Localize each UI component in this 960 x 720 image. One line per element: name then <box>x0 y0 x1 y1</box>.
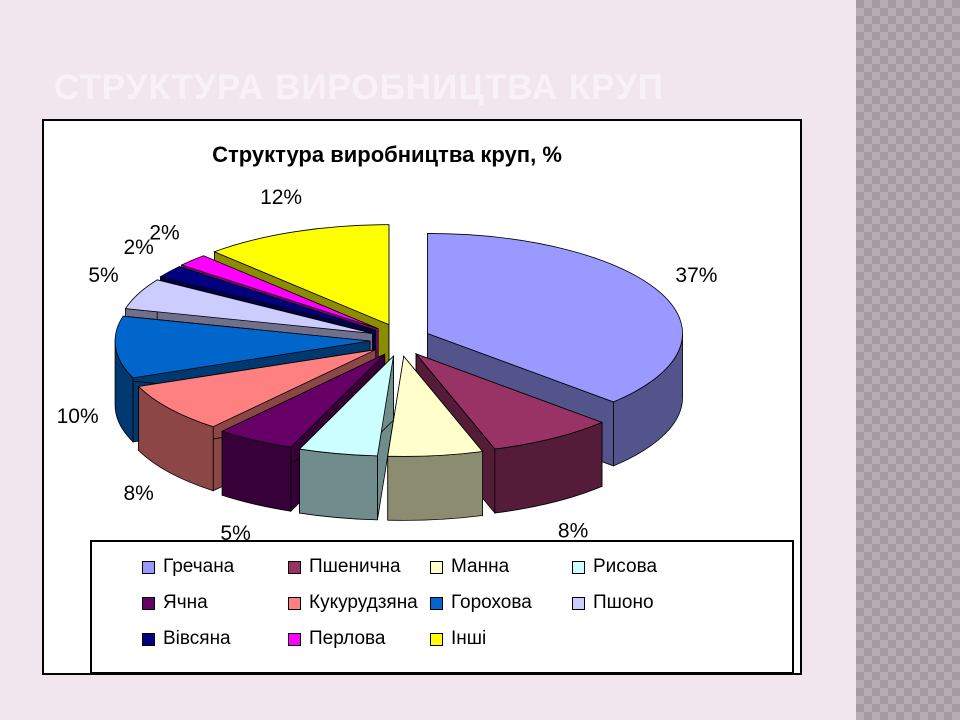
data-label-інші: 12% <box>260 186 302 209</box>
legend-swatch <box>430 596 443 610</box>
legend-item-рисова: Рисова <box>572 556 657 578</box>
legend-label: Гречана <box>163 556 235 577</box>
legend-label: Рисова <box>593 556 658 577</box>
legend-swatch <box>142 560 155 574</box>
data-label-вівсяна: 2% <box>124 236 154 259</box>
legend-label: Манна <box>451 556 510 577</box>
legend-swatch <box>142 596 155 610</box>
decorative-side-strip <box>856 0 960 720</box>
data-label-пшенична: 8% <box>558 520 588 543</box>
legend-item-інші: Інші <box>430 628 486 650</box>
pie-slice-рисова <box>298 354 395 521</box>
data-label-ячна: 5% <box>220 522 250 545</box>
legend-swatch <box>572 596 585 610</box>
legend-item-манна: Манна <box>430 556 509 578</box>
legend-swatch <box>288 632 301 646</box>
legend-swatch <box>288 560 301 574</box>
legend-swatch <box>430 632 443 646</box>
data-label-кукурудзяна: 8% <box>124 482 154 505</box>
legend-label: Пшоно <box>593 592 654 613</box>
legend-item-перлова: Перлова <box>288 628 385 650</box>
legend-item-пшоно: Пшоно <box>572 592 654 614</box>
pie-slice-манна <box>387 355 484 521</box>
legend-swatch <box>430 560 443 574</box>
legend-label: Перлова <box>309 628 386 649</box>
legend-item-кукурудзяна: Кукурудзяна <box>288 592 418 614</box>
legend-label: Горохова <box>451 592 532 613</box>
legend-item-пшенична: Пшенична <box>288 556 401 578</box>
data-label-горохова: 10% <box>57 405 99 428</box>
legend-label: Кукурудзяна <box>309 592 418 613</box>
legend-swatch <box>142 632 155 646</box>
legend-label: Пшенична <box>309 556 401 577</box>
legend-label: Ячна <box>163 592 208 613</box>
legend-item-горохова: Горохова <box>430 592 532 614</box>
legend-item-гречана: Гречана <box>142 556 234 578</box>
legend-item-вівсяна: Вівсяна <box>142 628 231 650</box>
legend-item-ячна: Ячна <box>142 592 208 614</box>
chart-legend: Гречана Пшенична Манна Рисова Ячна Кукурудзян… <box>90 540 794 674</box>
legend-label: Вівсяна <box>163 628 231 649</box>
legend-label: Інші <box>451 628 487 649</box>
data-label-пшоно: 5% <box>88 264 118 287</box>
data-label-гречана: 37% <box>675 264 717 287</box>
slide-title: Структура виробництва круп <box>54 68 664 107</box>
pie-slice-пшенична <box>414 352 604 515</box>
data-label-перлова: 2% <box>149 222 179 245</box>
legend-swatch <box>572 560 585 574</box>
legend-swatch <box>288 596 301 610</box>
chart-title: Структура виробництва круп, % <box>212 142 562 167</box>
